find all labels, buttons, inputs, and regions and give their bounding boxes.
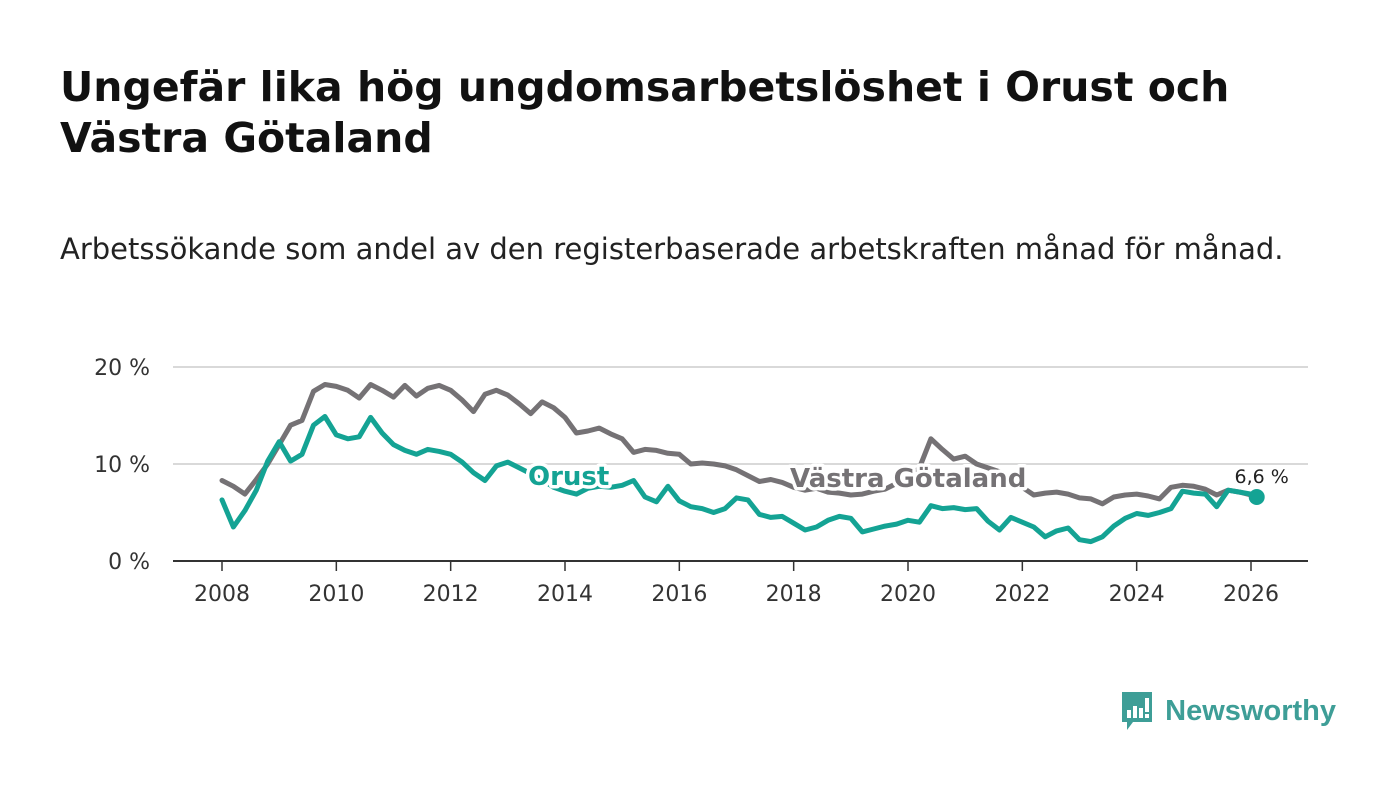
x-tick-label: 2016 — [651, 582, 707, 607]
x-tick-label: 2010 — [308, 582, 364, 607]
chart-subtitle: Arbetssökande som andel av den registerb… — [60, 232, 1284, 266]
gridlines — [173, 366, 1308, 562]
line-chart: 0 % 10 % 20 % 2008 2010 2012 2014 2016 2018 2020… — [94, 356, 1308, 607]
x-tick-label: 2012 — [423, 582, 479, 607]
series-labels: Västra Götaland Orust 6,6 % — [525, 459, 1292, 498]
series-line-orust — [219, 414, 1260, 545]
x-tick-label: 2008 — [194, 582, 250, 607]
end-value-label: 6,6 % — [1235, 466, 1289, 488]
chart-title: Ungefär lika hög ungdomsarbetslöshet i O… — [60, 63, 1230, 162]
series-label-vastra-gotaland: Västra Götaland — [790, 464, 1026, 494]
series-line-vastra-gotaland — [219, 382, 1260, 507]
series-lines — [219, 382, 1265, 545]
newsworthy-logo-text: Newsworthy — [1165, 694, 1336, 727]
newsworthy-logo-icon — [1122, 692, 1153, 730]
x-axis-ticks: 2008 2010 2012 2014 2016 2018 2020 2022 2024 2026 — [194, 561, 1279, 607]
y-axis-ticks: 0 % 10 % 20 % — [94, 356, 150, 575]
series-label-orust: Orust — [528, 462, 609, 492]
x-tick-label: 2024 — [1109, 582, 1165, 607]
y-tick-label: 10 % — [94, 453, 150, 478]
x-tick-label: 2020 — [880, 582, 936, 607]
x-tick-label: 2026 — [1223, 582, 1279, 607]
x-tick-label: 2014 — [537, 582, 593, 607]
end-point-marker — [1248, 488, 1265, 505]
newsworthy-logo: Newsworthy — [1119, 690, 1336, 732]
x-tick-label: 2018 — [766, 582, 822, 607]
y-tick-label: 0 % — [108, 550, 150, 575]
y-tick-label: 20 % — [94, 356, 150, 381]
x-tick-label: 2022 — [994, 582, 1050, 607]
